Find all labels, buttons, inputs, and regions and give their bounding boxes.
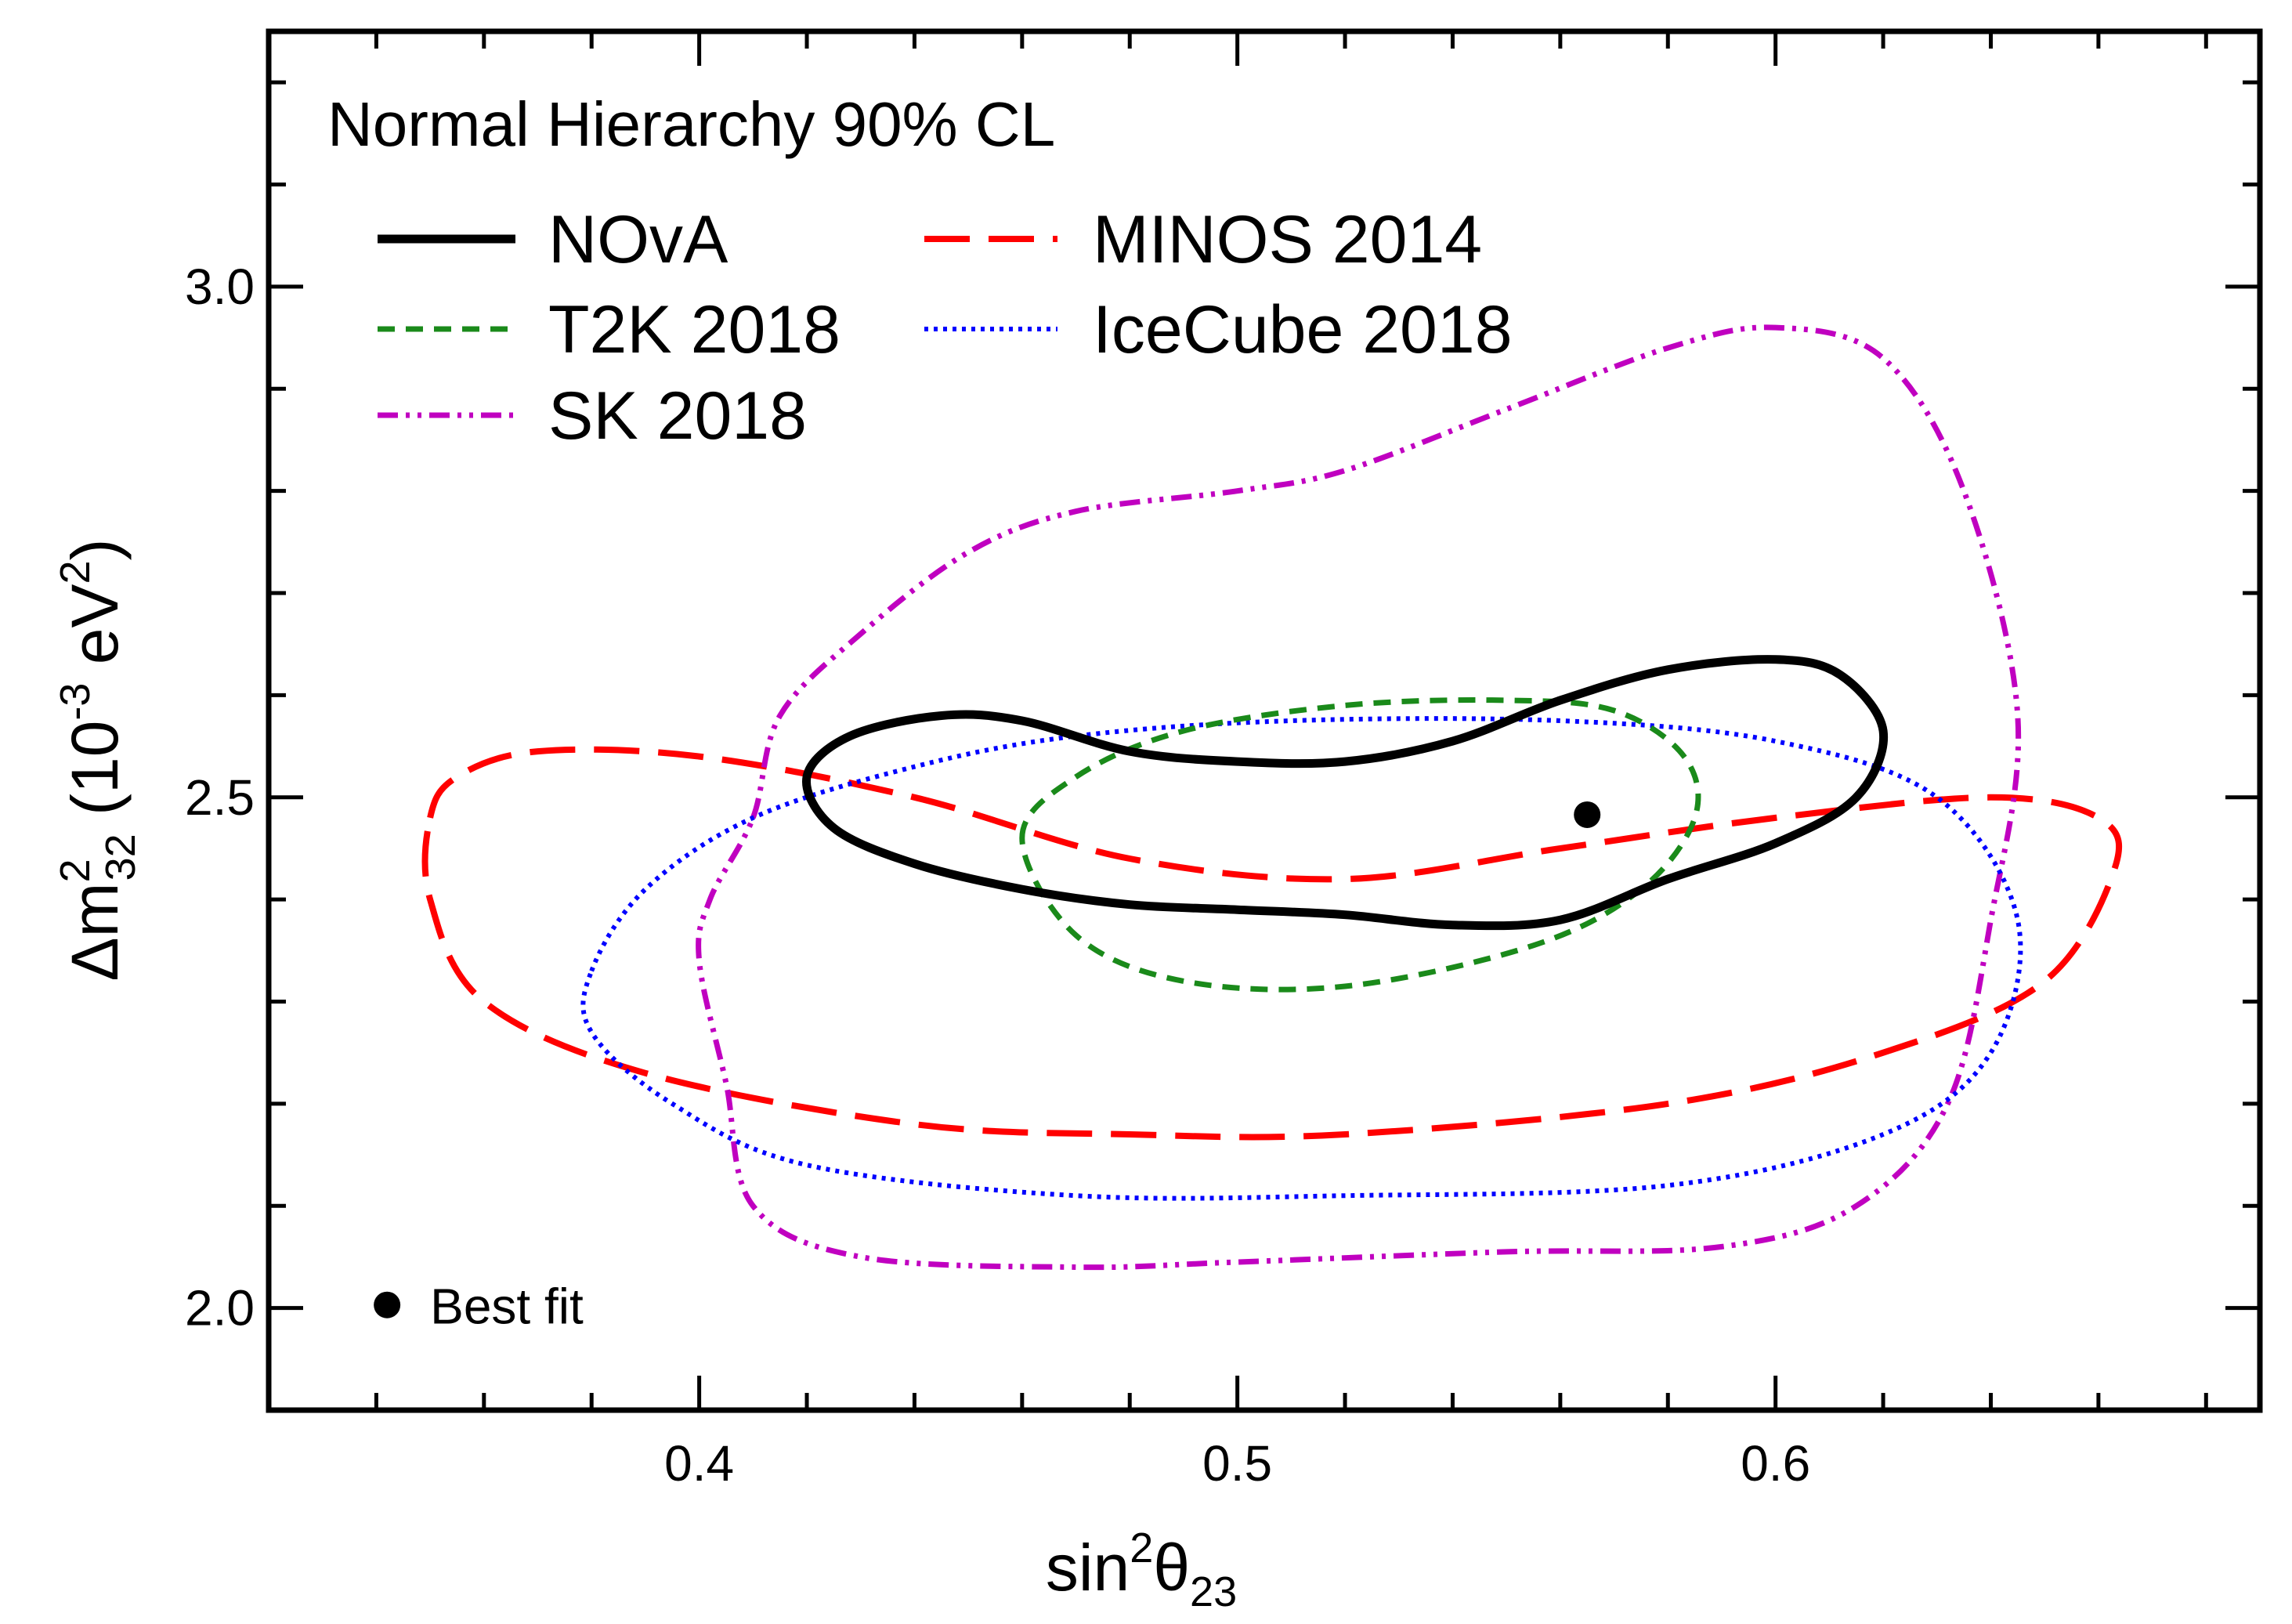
contour-nova [802, 655, 1889, 931]
y-axis-units-open: (10 [58, 721, 132, 834]
plot-frame [266, 28, 2263, 1413]
contour-t2k-2018 [1019, 697, 1701, 993]
y-axis-units-mid: eV [58, 584, 132, 682]
y-axis-title: Δm232 (10-3 eV2) [52, 538, 144, 981]
best-fit-layer: Best fit [374, 801, 1601, 1335]
contour-icecube-2018 [580, 716, 2023, 1201]
legend-label-icecube-2018: IceCube 2018 [1093, 292, 1513, 367]
y-axis-units-close: ) [58, 538, 132, 560]
y-axis-sup: 2 [52, 859, 99, 882]
best-fit-legend-marker [374, 1291, 401, 1318]
x-tick-label: 0.4 [664, 1435, 734, 1492]
x-tick-label: 0.5 [1202, 1435, 1272, 1492]
y-tick-label: 2.0 [185, 1280, 255, 1336]
y-axis-m: m [58, 882, 132, 937]
contour-sk-2018 [696, 324, 2022, 1271]
legend-label-sk-2018: SK 2018 [548, 378, 807, 454]
y-tick-label: 3.0 [185, 259, 255, 315]
legend-label-minos-2014: MINOS 2014 [1093, 202, 1482, 277]
contour-minos-2014 [421, 746, 2123, 1141]
best-fit-marker [1574, 801, 1601, 828]
series-layer [421, 324, 2123, 1271]
x-axis-title: sin2θ23 [1046, 1525, 1237, 1615]
x-axis-theta: θ [1153, 1531, 1190, 1604]
x-axis-sub: 23 [1190, 1568, 1237, 1615]
y-axis-delta: Δ [58, 937, 132, 981]
x-tick-label: 0.6 [1741, 1435, 1810, 1492]
chart-title: Normal Hierarchy 90% CL [327, 89, 1055, 159]
x-axis-base: sin [1046, 1531, 1130, 1604]
y-tick-label: 2.5 [185, 769, 255, 826]
best-fit-label: Best fit [430, 1279, 584, 1335]
y-axis-units-exp: -3 [52, 683, 99, 721]
x-axis-sup: 2 [1130, 1525, 1153, 1572]
legend: NOvA T2K 2018 SK 2018 MINOS 2014 IceCube 201… [378, 202, 1513, 454]
tick-labels: 0.4 0.5 0.6 2.0 2.5 3.0 [185, 259, 1810, 1492]
y-axis-sub: 32 [97, 834, 144, 881]
legend-label-nova: NOvA [548, 202, 728, 277]
y-axis-units-exp2: 2 [52, 560, 99, 584]
legend-label-t2k-2018: T2K 2018 [548, 292, 841, 367]
